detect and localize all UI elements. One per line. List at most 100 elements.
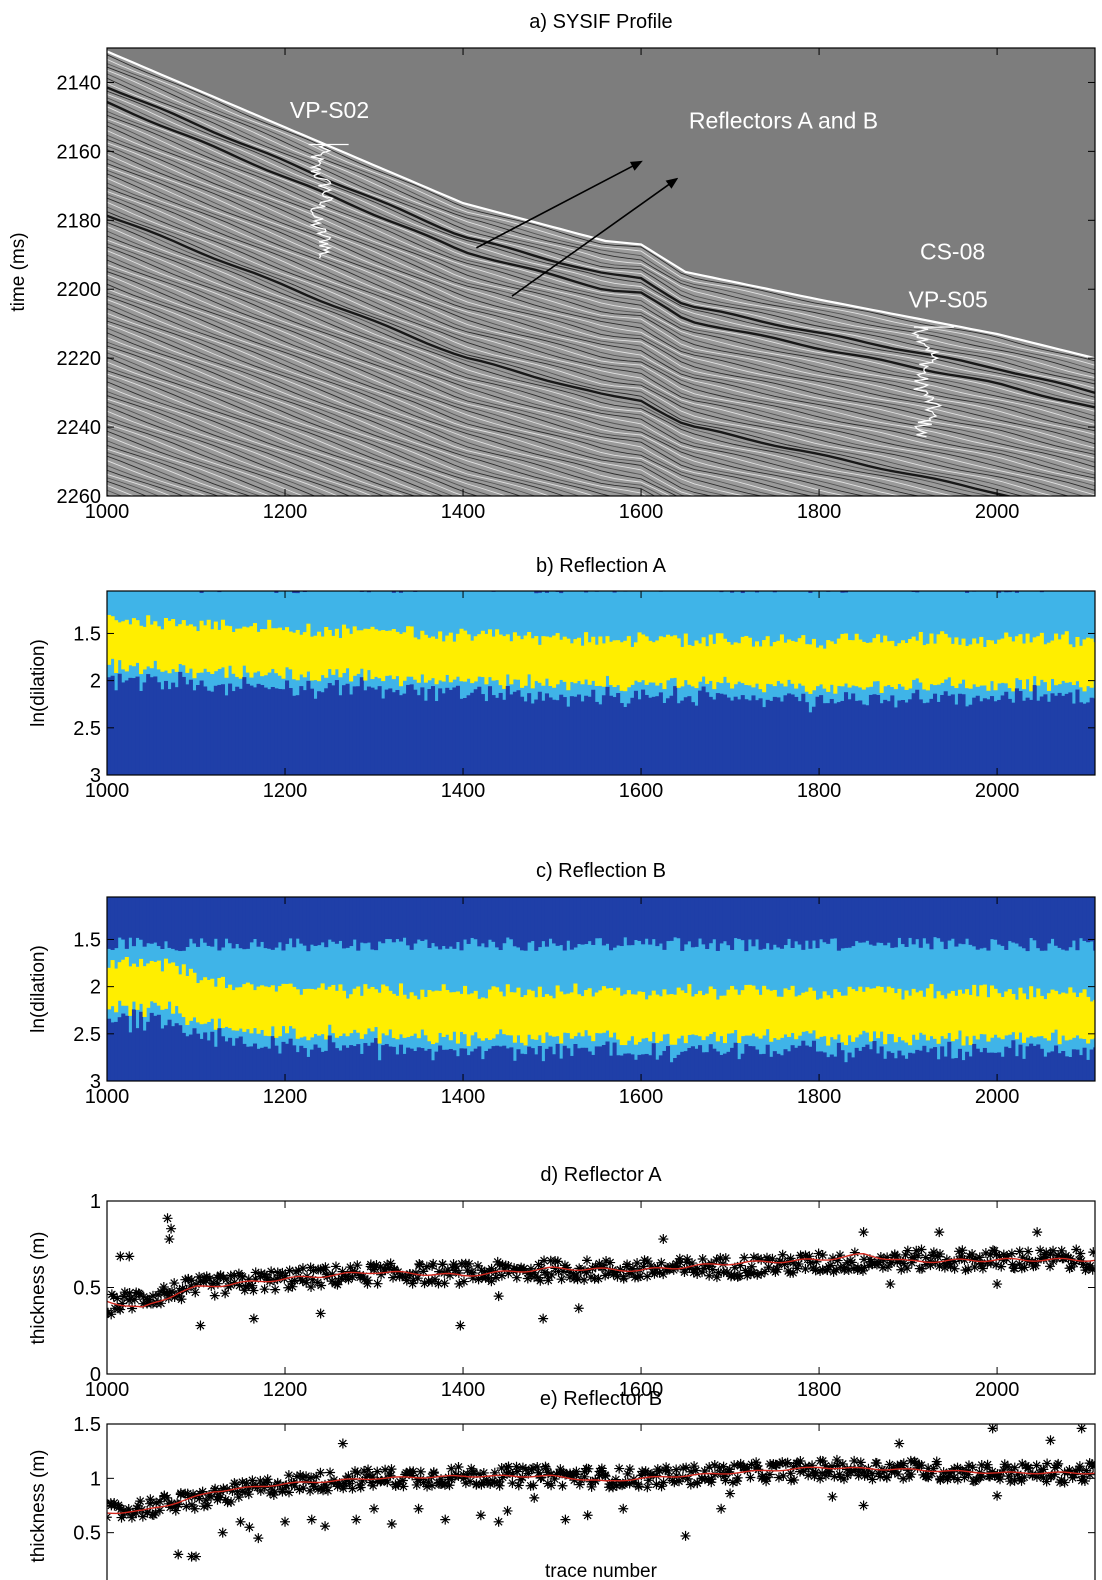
panel-d-star-marker	[543, 1275, 554, 1286]
panel-b-heat-cell	[598, 636, 603, 686]
panel-c-heat-cell	[196, 983, 201, 1023]
panel-c-heat-cell	[473, 990, 478, 1033]
panel-d-star-marker	[204, 1273, 215, 1284]
panel-d-xtick-label: 1000	[85, 1379, 130, 1401]
panel-e-star-marker	[367, 1472, 378, 1483]
panel-c-xtick-label: 1000	[85, 1086, 130, 1108]
panel-d-star-marker	[777, 1249, 788, 1260]
panel-c-heat-cell	[277, 986, 282, 1037]
panel-c-heat-cell	[1029, 897, 1034, 939]
seismic-reflector-line	[107, 190, 1095, 496]
panel-c-heat-cell	[366, 1045, 371, 1081]
panel-c-heat-cell	[220, 1036, 225, 1081]
panel-b-heat-cell	[940, 694, 945, 775]
panel-c-heat-cell	[527, 897, 532, 943]
panel-c-heat-cell	[591, 897, 596, 945]
panel-c-heat-cell	[1064, 897, 1069, 951]
panel-c-heat-cell	[156, 897, 161, 947]
panel-b-heat-cell	[722, 694, 728, 775]
panel-c-heat-cell	[124, 1015, 129, 1081]
panel-c-heat-cell	[292, 897, 297, 948]
panel-c-heat-cell	[929, 983, 934, 1037]
panel-c-heat-cell	[487, 897, 493, 940]
panel-d-star-marker	[455, 1320, 466, 1331]
panel-c-heat-cell	[1086, 996, 1091, 1044]
panel-d-star-marker	[368, 1264, 379, 1275]
panel-d-star-marker	[517, 1264, 528, 1275]
panel-e-star-marker	[549, 1474, 560, 1484]
panel-c-heat-cell	[705, 993, 710, 1037]
panel-b-heat-cell	[1071, 703, 1076, 775]
panel-b-heat-cell	[979, 701, 984, 775]
panel-b-heat-cell	[1018, 691, 1023, 775]
panel-c-heat-cell	[416, 1047, 421, 1081]
panel-c-heat-cell	[911, 1053, 916, 1081]
seismic-reflector-line	[107, 153, 1095, 459]
panel-c-heat-cell	[644, 897, 649, 939]
panel-c-heat-cell	[851, 989, 856, 1042]
panel-d-star-marker	[572, 1274, 583, 1285]
panel-d-star-marker	[960, 1265, 971, 1276]
panel-e-star-marker	[283, 1487, 294, 1498]
panel-b-heat-cell	[491, 695, 496, 775]
panel-b-heat-cell	[391, 692, 396, 775]
panel-b-heat-cell	[107, 677, 112, 775]
panel-b-heat-cell	[345, 683, 350, 775]
panel-c-heat-cell	[149, 960, 154, 1002]
panel-c-heat-cell	[238, 897, 243, 949]
panel-e-star-marker	[123, 1503, 134, 1514]
panel-c-heat-cell	[512, 992, 517, 1043]
panel-c-heat-cell	[260, 897, 265, 942]
panel-e-star-marker	[382, 1477, 393, 1488]
panel-b-heat-cell	[274, 628, 279, 674]
seismic-reflector-line	[107, 288, 698, 496]
panel-d-star-marker	[248, 1313, 259, 1324]
panel-c-heat-cell	[765, 989, 770, 1030]
panel-b-heat-cell	[591, 636, 596, 681]
panel-b-heat-cell	[601, 643, 606, 687]
panel-b-heat-cell	[452, 687, 457, 775]
panel-e-star-marker	[642, 1482, 653, 1493]
panel-b-heat-cell	[662, 703, 667, 775]
panel-c-heat-cell	[110, 1022, 115, 1081]
panel-d-star-marker	[119, 1287, 130, 1298]
panel-c-heat-cell	[797, 897, 802, 945]
panel-c-heat-cell	[181, 1032, 186, 1081]
panel-c-heat-cell	[747, 1046, 752, 1081]
panel-b-heat-cell	[213, 685, 218, 775]
panel-b-heat-cell	[448, 689, 453, 775]
panel-c-heat-cell	[594, 1046, 599, 1081]
panel-b-heat-cell	[206, 690, 211, 775]
panel-d-star-marker	[742, 1270, 753, 1281]
panel-c-heat-cell	[811, 990, 817, 1031]
panel-b-heat-cell	[762, 640, 767, 693]
panel-c-heat-cell	[441, 897, 446, 947]
seismic-reflector-line	[107, 63, 1095, 371]
panel-d-star-marker	[707, 1264, 718, 1275]
panel-c-heat-cell	[188, 897, 193, 939]
panel-d-frame	[106, 1200, 1096, 1375]
panel-e-star-marker	[200, 1495, 211, 1506]
panel-e-star-marker	[881, 1472, 892, 1483]
panel-d-star-marker	[293, 1265, 304, 1276]
panel-c-heat-cell	[975, 1048, 980, 1081]
panel-d-star-marker	[843, 1264, 854, 1275]
panel-e-star-marker	[357, 1475, 368, 1486]
panel-c-heat-cell	[263, 897, 268, 949]
panel-c-heat-cell	[121, 897, 126, 940]
panel-b-heat-cell	[705, 692, 710, 775]
panel-b-heat-cell	[309, 688, 315, 775]
panel-b-heat-cell	[537, 591, 542, 593]
seismic-reflector-line	[107, 398, 374, 496]
panel-b-heat-cell	[1082, 703, 1087, 775]
panel-d-star-marker	[654, 1267, 665, 1278]
seismic-reflector-line	[107, 308, 656, 496]
panel-e-star-marker	[489, 1467, 500, 1478]
panel-c-heat-cell	[1078, 897, 1084, 939]
panel-c-heat-cell	[982, 1047, 987, 1081]
panel-c-heat-cell	[954, 897, 959, 947]
panel-b-heat-cell	[341, 624, 347, 673]
panel-b-heat-cell	[975, 695, 980, 775]
panel-d-star-marker	[611, 1267, 622, 1278]
panel-b-heat-cell	[252, 623, 258, 673]
